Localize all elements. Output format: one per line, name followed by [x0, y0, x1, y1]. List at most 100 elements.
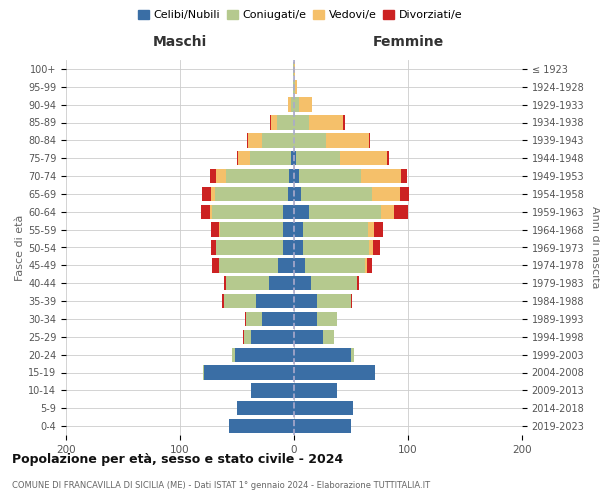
Bar — [219, 222, 220, 237]
Bar — [309, 204, 380, 219]
Bar — [340, 151, 388, 166]
Bar — [209, 204, 212, 219]
Bar — [232, 348, 235, 362]
Bar — [212, 204, 283, 219]
Bar — [356, 276, 359, 290]
Bar — [238, 151, 250, 166]
Bar — [294, 401, 353, 415]
Bar — [247, 133, 248, 148]
Bar — [235, 348, 294, 362]
Bar — [251, 383, 294, 398]
Bar — [245, 312, 246, 326]
Bar — [309, 116, 343, 130]
Bar — [217, 240, 283, 254]
Legend: Celibi/Nubili, Coniugati/e, Vedovi/e, Divorziati/e: Celibi/Nubili, Coniugati/e, Vedovi/e, Di… — [133, 6, 467, 25]
Bar — [290, 151, 294, 166]
Bar — [317, 294, 351, 308]
Bar — [305, 258, 365, 272]
Bar — [294, 240, 303, 254]
Bar — [289, 169, 294, 183]
Bar — [301, 187, 371, 201]
Bar — [220, 222, 283, 237]
Bar — [202, 187, 211, 201]
Bar — [294, 187, 301, 201]
Bar — [294, 294, 317, 308]
Bar — [374, 222, 383, 237]
Bar — [401, 169, 407, 183]
Bar — [367, 258, 371, 272]
Text: Femmine: Femmine — [373, 35, 443, 49]
Bar — [244, 330, 251, 344]
Bar — [294, 383, 337, 398]
Bar — [294, 116, 309, 130]
Bar — [211, 187, 215, 201]
Bar — [251, 330, 294, 344]
Bar — [217, 169, 226, 183]
Bar — [283, 204, 294, 219]
Bar — [343, 116, 346, 130]
Bar — [209, 169, 217, 183]
Bar — [369, 133, 370, 148]
Bar — [368, 222, 374, 237]
Bar — [289, 187, 294, 201]
Bar — [293, 62, 294, 76]
Bar — [224, 294, 256, 308]
Bar — [283, 240, 294, 254]
Bar — [203, 366, 204, 380]
Bar — [299, 169, 361, 183]
Bar — [326, 133, 369, 148]
Bar — [226, 276, 269, 290]
Bar — [303, 240, 369, 254]
Bar — [250, 151, 290, 166]
Bar — [248, 133, 262, 148]
Bar — [294, 348, 351, 362]
Y-axis label: Anni di nascita: Anni di nascita — [590, 206, 600, 289]
Bar — [262, 133, 294, 148]
Bar — [226, 169, 289, 183]
Bar — [243, 330, 244, 344]
Bar — [200, 204, 209, 219]
Text: Popolazione per età, sesso e stato civile - 2024: Popolazione per età, sesso e stato civil… — [12, 452, 343, 466]
Bar — [373, 240, 380, 254]
Bar — [365, 258, 367, 272]
Bar — [211, 240, 217, 254]
Bar — [215, 187, 289, 201]
Bar — [311, 276, 357, 290]
Bar — [237, 151, 238, 166]
Bar — [294, 80, 295, 94]
Y-axis label: Fasce di età: Fasce di età — [15, 214, 25, 280]
Bar — [224, 276, 226, 290]
Bar — [246, 312, 262, 326]
Bar — [400, 187, 409, 201]
Bar — [212, 258, 219, 272]
Bar — [388, 151, 389, 166]
Bar — [294, 222, 303, 237]
Bar — [294, 62, 295, 76]
Bar — [351, 294, 352, 308]
Bar — [299, 98, 312, 112]
Bar — [219, 258, 278, 272]
Bar — [380, 204, 394, 219]
Bar — [271, 116, 277, 130]
Bar — [303, 222, 368, 237]
Text: Maschi: Maschi — [153, 35, 207, 49]
Bar — [294, 169, 299, 183]
Bar — [294, 258, 305, 272]
Bar — [294, 419, 351, 433]
Bar — [278, 258, 294, 272]
Bar — [371, 187, 400, 201]
Bar — [294, 204, 309, 219]
Text: COMUNE DI FRANCAVILLA DI SICILIA (ME) - Dati ISTAT 1° gennaio 2024 - Elaborazion: COMUNE DI FRANCAVILLA DI SICILIA (ME) - … — [12, 480, 430, 490]
Bar — [256, 294, 294, 308]
Bar — [204, 366, 294, 380]
Bar — [394, 204, 408, 219]
Bar — [283, 222, 294, 237]
Bar — [294, 133, 326, 148]
Bar — [262, 312, 294, 326]
Bar — [294, 151, 296, 166]
Bar — [237, 401, 294, 415]
Bar — [361, 169, 401, 183]
Bar — [290, 98, 294, 112]
Bar — [289, 98, 290, 112]
Bar — [351, 348, 355, 362]
